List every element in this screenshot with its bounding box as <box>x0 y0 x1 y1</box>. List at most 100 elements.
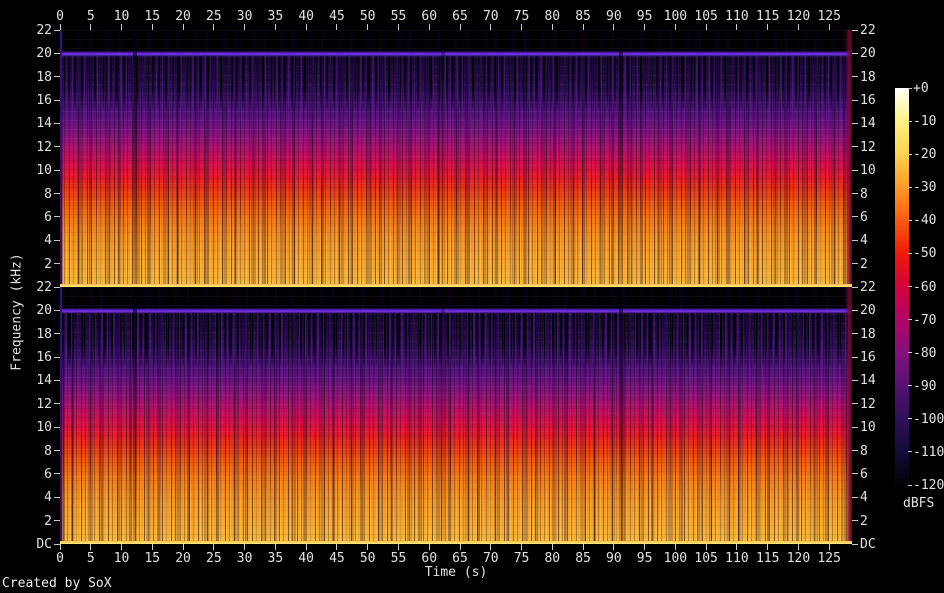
time-tick-label: 20 <box>175 9 191 24</box>
freq-tick-mark <box>852 193 858 195</box>
time-tick-label: 35 <box>267 9 284 24</box>
end-fade-band <box>845 30 852 287</box>
colorbar-tick-mark <box>908 186 912 188</box>
freq-tick-label: DC <box>860 537 876 552</box>
time-tick-mark <box>459 24 461 30</box>
colorbar-tick-mark <box>908 385 912 387</box>
time-tick-mark <box>490 544 492 550</box>
time-tick-label: 10 <box>113 9 130 24</box>
time-tick-label: 35 <box>267 551 284 566</box>
time-tick-mark <box>551 544 553 550</box>
freq-tick-mark <box>54 473 60 475</box>
freq-tick-label: 16 <box>36 350 52 366</box>
time-tick-mark <box>213 544 215 550</box>
time-tick-mark <box>797 544 799 550</box>
time-tick-mark <box>274 544 276 550</box>
freq-tick-label: 6 <box>44 466 52 482</box>
colorbar-tick-label: -50 <box>913 246 937 262</box>
freq-tick-label: 22 <box>860 23 876 38</box>
time-tick-label: 95 <box>636 9 653 24</box>
time-tick-label: 50 <box>359 551 376 566</box>
freq-tick-mark <box>54 450 60 452</box>
time-tick-mark <box>151 24 153 30</box>
time-tick-label: 25 <box>206 9 222 24</box>
time-tick-mark <box>736 544 738 550</box>
start-edge <box>60 287 62 544</box>
time-tick-mark <box>736 24 738 30</box>
time-tick-label: 110 <box>725 9 749 24</box>
freq-tick-label: 12 <box>36 396 52 412</box>
freq-tick-mark <box>852 309 858 311</box>
start-edge <box>60 30 62 287</box>
time-tick-mark <box>459 544 461 550</box>
freq-tick-mark <box>54 239 60 241</box>
freq-tick-label: 6 <box>860 466 868 482</box>
time-tick-mark <box>644 544 646 550</box>
freq-tick-label: 22 <box>36 280 52 295</box>
time-tick-mark <box>705 544 707 550</box>
freq-tick-mark <box>54 309 60 311</box>
time-tick-mark <box>90 544 92 550</box>
freq-tick-label: 8 <box>860 186 868 202</box>
colorbar-tick-mark <box>908 120 912 122</box>
colorbar-tick-label: -80 <box>913 345 937 361</box>
freq-tick-mark <box>852 99 858 101</box>
freq-tick-label: 12 <box>860 396 876 412</box>
freq-tick-label: 12 <box>36 139 52 155</box>
freq-tick-mark <box>54 216 60 218</box>
created-by-sox-credit: Created by SoX <box>2 576 112 591</box>
time-tick-label: 90 <box>606 9 622 24</box>
time-tick-mark <box>490 24 492 30</box>
time-tick-mark <box>644 24 646 30</box>
freq-tick-mark <box>54 543 60 545</box>
freq-tick-label: 20 <box>36 46 52 62</box>
time-tick-mark <box>182 544 184 550</box>
freq-tick-mark <box>852 356 858 358</box>
time-tick-mark <box>397 24 399 30</box>
time-tick-label: 75 <box>513 9 530 24</box>
time-tick-mark <box>613 544 615 550</box>
time-tick-label: 105 <box>694 9 718 24</box>
freq-tick-label: 10 <box>860 420 876 436</box>
y-axis-title: Frequency (kHz) <box>9 253 25 371</box>
freq-tick-mark <box>54 146 60 148</box>
time-tick-label: 65 <box>452 9 468 24</box>
time-tick-mark <box>521 544 523 550</box>
time-tick-label: 5 <box>86 551 95 566</box>
colorbar-tick-mark <box>908 484 912 486</box>
time-tick-mark <box>828 544 830 550</box>
freq-tick-label: 6 <box>860 209 868 225</box>
freq-tick-label: 10 <box>36 163 52 179</box>
freq-tick-label: 4 <box>44 233 52 249</box>
time-tick-label: 95 <box>636 551 653 566</box>
freq-tick-mark <box>852 122 858 124</box>
freq-tick-label: 10 <box>860 163 876 179</box>
time-tick-label: 110 <box>725 551 749 566</box>
low-frequency-streaks <box>60 209 852 287</box>
quiet-moment-line <box>440 287 445 544</box>
freq-tick-label: 4 <box>44 490 52 506</box>
freq-tick-mark <box>852 496 858 498</box>
freq-tick-label: 20 <box>36 303 52 319</box>
freq-tick-mark <box>852 426 858 428</box>
freq-tick-label: 14 <box>860 373 876 389</box>
time-tick-mark <box>674 24 676 30</box>
colorbar-tick-label: -70 <box>913 312 937 328</box>
freq-tick-label: 2 <box>44 256 52 272</box>
freq-tick-label: 18 <box>860 326 876 342</box>
colorbar-tick-mark <box>908 87 912 89</box>
freq-tick-mark <box>54 29 60 31</box>
time-tick-label: 70 <box>482 551 499 566</box>
time-tick-mark <box>551 24 553 30</box>
freq-tick-mark <box>852 52 858 54</box>
time-tick-label: 15 <box>144 9 161 24</box>
freq-tick-label: 18 <box>860 69 876 85</box>
freq-tick-mark <box>852 450 858 452</box>
freq-tick-label: 12 <box>860 139 876 155</box>
time-tick-mark <box>828 24 830 30</box>
time-tick-mark <box>367 24 369 30</box>
freq-tick-mark <box>54 520 60 522</box>
freq-tick-mark <box>852 29 858 31</box>
time-tick-mark <box>213 24 215 30</box>
